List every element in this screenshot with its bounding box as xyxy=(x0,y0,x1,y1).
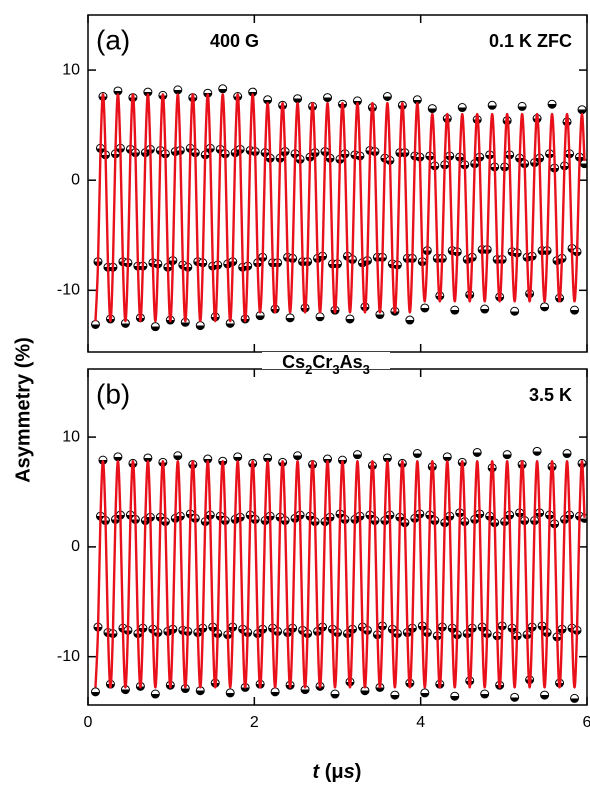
data-point xyxy=(427,104,437,114)
data-point xyxy=(517,101,527,111)
plots: -10 0 10 (a) 400 G 0.1 K ZFC -10 0 10 0 2 4 6 (b) 3.5 … xyxy=(57,14,590,731)
data-point xyxy=(540,690,550,700)
y-tick-label: 0 xyxy=(71,171,80,188)
data-point xyxy=(420,303,430,313)
fit-line xyxy=(94,93,586,323)
data-point xyxy=(420,688,430,698)
y-tick-label: 10 xyxy=(62,428,80,445)
data-point xyxy=(390,690,400,700)
data-point xyxy=(195,321,205,331)
data-point xyxy=(412,449,422,459)
panel-label: (b) xyxy=(96,378,130,409)
series xyxy=(94,93,586,323)
data-point xyxy=(472,447,482,457)
data-point xyxy=(480,304,490,314)
data-point xyxy=(150,322,160,332)
data-point xyxy=(487,100,497,110)
x-tick-label: 0 xyxy=(84,714,93,731)
data-point xyxy=(570,693,580,703)
label-backdrop xyxy=(262,352,390,369)
series xyxy=(94,460,586,689)
y-tick-label: -10 xyxy=(57,282,80,299)
y-tick-label: -10 xyxy=(57,648,80,665)
data-point xyxy=(330,689,340,699)
compound-label: Cs2Cr3As3 xyxy=(282,352,370,377)
annotation: 3.5 K xyxy=(529,385,572,405)
data-point xyxy=(510,306,520,316)
x-axis-label: t (μs) xyxy=(313,761,362,783)
data-point xyxy=(510,692,520,702)
data-point xyxy=(293,451,303,461)
data-point xyxy=(532,446,542,456)
data-point xyxy=(457,103,467,113)
data-point xyxy=(547,99,557,109)
annotation: 0.1 K ZFC xyxy=(489,31,572,51)
data-point xyxy=(293,94,303,104)
data-point xyxy=(285,313,295,323)
data-point xyxy=(90,319,100,329)
data-point xyxy=(577,105,587,115)
data-point xyxy=(540,302,550,312)
data-point xyxy=(323,93,333,103)
x-tick-label: 6 xyxy=(583,714,590,731)
data-point xyxy=(450,305,460,315)
y-tick-label: 10 xyxy=(62,61,80,78)
y-tick-label: 0 xyxy=(71,538,80,555)
x-tick-label: 2 xyxy=(250,714,259,731)
data-point xyxy=(570,305,580,315)
data-point xyxy=(345,314,355,324)
data-point xyxy=(173,451,183,461)
data-point xyxy=(270,687,280,697)
panel-label: (a) xyxy=(96,24,130,55)
data-point xyxy=(502,450,512,460)
y-axis-label: Asymmetry (%) xyxy=(12,337,34,483)
data-point xyxy=(233,452,243,462)
x-tick-label: 4 xyxy=(416,714,425,731)
fit-line xyxy=(94,460,586,689)
data-point xyxy=(113,452,123,462)
data-point xyxy=(218,84,228,94)
data-point xyxy=(382,91,392,101)
data-point xyxy=(90,687,100,697)
annotation: 400 G xyxy=(210,31,259,51)
data-point xyxy=(562,449,572,459)
data-point xyxy=(442,452,452,462)
data-point xyxy=(405,315,415,325)
data-point xyxy=(480,689,490,699)
data-point xyxy=(150,689,160,699)
data-point xyxy=(225,688,235,698)
data-point xyxy=(315,312,325,322)
data-point xyxy=(450,691,460,701)
data-point xyxy=(352,450,362,460)
data-point xyxy=(173,85,183,95)
